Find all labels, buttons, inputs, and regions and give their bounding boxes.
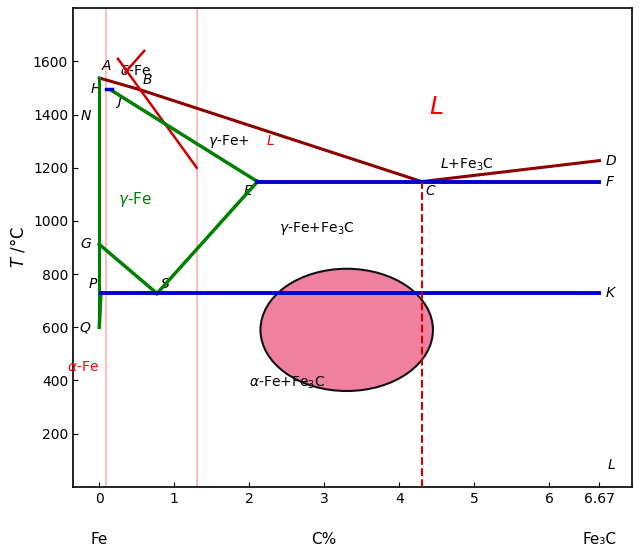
Text: $\delta$-Fe: $\delta$-Fe <box>120 64 152 78</box>
Text: $A$: $A$ <box>100 59 112 73</box>
Text: $S$: $S$ <box>160 277 170 291</box>
Text: $P$: $P$ <box>88 277 98 291</box>
Text: $L$: $L$ <box>429 95 444 119</box>
Text: $L$+Fe$_3$C: $L$+Fe$_3$C <box>440 157 494 173</box>
Text: $G$: $G$ <box>80 237 92 251</box>
Text: $H$: $H$ <box>90 82 102 96</box>
Text: $L$: $L$ <box>266 134 275 148</box>
Text: Fe₃C: Fe₃C <box>582 532 616 547</box>
Ellipse shape <box>260 269 433 391</box>
Text: $B$: $B$ <box>142 73 153 87</box>
Text: $K$: $K$ <box>605 287 618 300</box>
Text: $C$: $C$ <box>426 184 437 198</box>
Text: $L$: $L$ <box>607 458 616 472</box>
Text: $\gamma$-Fe+: $\gamma$-Fe+ <box>208 133 250 150</box>
Text: $\alpha$-Fe+Fe$_3$C: $\alpha$-Fe+Fe$_3$C <box>249 375 326 391</box>
Y-axis label: $T$ /°C: $T$ /°C <box>8 227 28 268</box>
Text: $Q$: $Q$ <box>79 320 92 335</box>
Text: $J$: $J$ <box>115 94 123 111</box>
Text: $\alpha$-Fe: $\alpha$-Fe <box>67 360 99 374</box>
Text: $N$: $N$ <box>80 109 92 123</box>
Text: Fe: Fe <box>90 532 108 547</box>
Text: C%: C% <box>312 532 337 547</box>
Text: $\gamma$-Fe+Fe$_3$C: $\gamma$-Fe+Fe$_3$C <box>279 221 355 238</box>
Text: $\gamma$-Fe: $\gamma$-Fe <box>118 190 152 209</box>
Text: $E$: $E$ <box>243 184 253 198</box>
Text: $D$: $D$ <box>605 153 618 168</box>
Text: $F$: $F$ <box>605 174 616 189</box>
